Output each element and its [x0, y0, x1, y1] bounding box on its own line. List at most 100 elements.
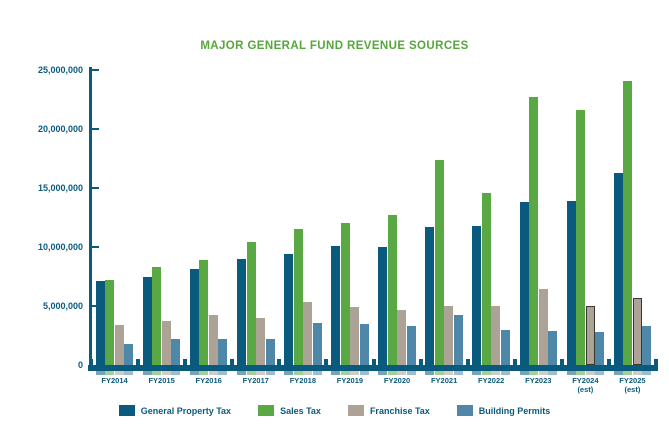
legend-label: General Property Tax: [140, 405, 232, 416]
y-axis-line: [89, 67, 92, 370]
bar-reflection: [613, 371, 623, 375]
x-axis-category-label: FY2022: [478, 376, 505, 385]
bar-reflection: [642, 371, 652, 375]
bar-franchise-tax: [444, 306, 454, 365]
x-axis-category-label: FY2020: [383, 376, 411, 385]
plot-area: [91, 70, 656, 365]
bar-reflection: [434, 371, 444, 375]
bar-reflection: [340, 371, 350, 375]
legend-label: Franchise Tax: [369, 405, 430, 416]
bar-franchise-tax: [208, 315, 218, 365]
bar-sales-tax: [529, 97, 539, 365]
legend: General Property Tax Sales Tax Franchise T…: [0, 405, 669, 416]
y-axis-tick-label: 15,000,000: [37, 182, 83, 193]
x-axis-category-label: FY2018: [289, 376, 316, 385]
bar-reflection: [114, 371, 124, 375]
legend-item: General Property Tax: [118, 405, 232, 416]
legend-swatch: [118, 405, 135, 416]
x-axis-category-label: FY2025 (est): [619, 376, 646, 394]
bar-reflection: [161, 371, 171, 375]
bar-building-permits: [406, 326, 416, 365]
bar-reflection: [142, 371, 152, 375]
legend-item: Building Permits: [456, 405, 550, 416]
bar-sales-tax: [105, 280, 115, 365]
bar-reflection: [538, 371, 548, 375]
bar-general-property-tax: [378, 247, 388, 365]
bar-reflection: [331, 371, 341, 375]
bar-reflection: [218, 371, 228, 375]
bar-reflection: [548, 371, 558, 375]
bar-reflection: [293, 371, 303, 375]
bar-franchise-tax: [585, 306, 595, 365]
y-axis-tick: [91, 245, 99, 249]
bar-reflection: [189, 371, 199, 375]
bar-general-property-tax: [95, 281, 105, 365]
y-axis-tick: [91, 127, 99, 131]
x-axis-category-label: FY2024 (est): [572, 376, 599, 394]
bar-general-property-tax: [331, 245, 341, 365]
bar-building-permits: [595, 331, 605, 365]
bar-franchise-tax: [303, 302, 313, 365]
x-axis-tick: [230, 358, 235, 366]
legend-item: Sales Tax: [258, 405, 321, 416]
bar-reflection: [529, 371, 539, 375]
bar-reflection: [378, 371, 388, 375]
bar-reflection: [105, 371, 115, 375]
y-axis-tick-label: 10,000,000: [37, 241, 83, 252]
bar-general-property-tax: [142, 276, 152, 365]
bar-general-property-tax: [189, 269, 199, 365]
bar-reflection: [500, 371, 510, 375]
bar-sales-tax: [481, 192, 491, 365]
x-axis-tick: [371, 358, 376, 366]
y-axis-tick-label: 20,000,000: [37, 123, 83, 134]
bar-general-property-tax: [613, 172, 623, 365]
x-axis-tick: [654, 358, 658, 366]
bar-reflection: [171, 371, 181, 375]
bar-reflection: [359, 371, 369, 375]
bar-building-permits: [171, 339, 181, 365]
bar-reflection: [199, 371, 209, 375]
bar-sales-tax: [199, 259, 209, 365]
bar-building-permits: [548, 330, 558, 365]
bar-reflection: [208, 371, 218, 375]
bar-reflection: [246, 371, 256, 375]
legend-label: Sales Tax: [280, 405, 321, 416]
bar-reflection: [152, 371, 162, 375]
bar-sales-tax: [340, 223, 350, 365]
bar-franchise-tax: [632, 297, 642, 365]
bar-sales-tax: [152, 267, 162, 365]
bar-building-permits: [265, 339, 275, 365]
legend-swatch: [258, 405, 275, 416]
bar-reflection: [350, 371, 360, 375]
bar-franchise-tax: [491, 306, 501, 365]
bar-reflection: [284, 371, 294, 375]
y-axis-tick: [91, 68, 99, 72]
bar-reflection: [632, 371, 642, 375]
bar-general-property-tax: [566, 200, 576, 365]
bar-general-property-tax: [284, 254, 294, 365]
bar-building-permits: [312, 322, 322, 365]
x-axis-tick: [89, 358, 93, 366]
bar-reflection: [397, 371, 407, 375]
bar-general-property-tax: [519, 202, 529, 365]
legend-item: Franchise Tax: [347, 405, 430, 416]
bar-reflection: [623, 371, 633, 375]
legend-swatch: [347, 405, 364, 416]
bar-reflection: [265, 371, 275, 375]
bar-building-permits: [642, 326, 652, 365]
bar-reflection: [387, 371, 397, 375]
bar-reflection: [481, 371, 491, 375]
bar-reflection: [444, 371, 454, 375]
x-axis-category-label: FY2014: [101, 376, 128, 385]
x-axis-category-label: FY2017: [242, 376, 269, 385]
x-axis-tick: [277, 358, 282, 366]
bar-franchise-tax: [256, 317, 266, 365]
bar-reflection: [256, 371, 266, 375]
bar-general-property-tax: [425, 226, 435, 365]
bar-building-permits: [124, 343, 134, 365]
bar-reflection: [472, 371, 482, 375]
x-axis-category-label: FY2019: [336, 376, 364, 385]
legend-swatch: [456, 405, 473, 416]
y-axis-tick-label: 25,000,000: [37, 64, 83, 75]
